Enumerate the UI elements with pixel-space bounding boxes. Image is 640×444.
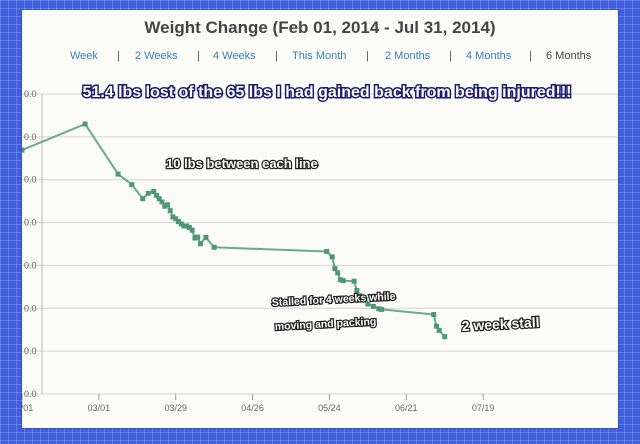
chart-title: Weight Change (Feb 01, 2014 - Jul 31, 20…: [144, 18, 496, 37]
period-tabs: Week | 2 Weeks | 4 Weeks | This Month | …: [22, 50, 618, 70]
data-point: [357, 293, 363, 299]
y-tick-label: 0.0: [24, 260, 37, 270]
tab-separator: |: [366, 50, 369, 62]
data-point: [22, 147, 25, 153]
data-point: [362, 297, 368, 303]
tab-week[interactable]: Week: [70, 50, 98, 62]
data-point: [379, 306, 385, 312]
data-point: [162, 203, 168, 209]
data-point: [115, 171, 121, 177]
data-point: [197, 241, 203, 247]
data-point: [335, 270, 341, 276]
data-point: [178, 221, 184, 227]
data-point: [365, 301, 371, 307]
data-point: [433, 323, 439, 329]
tab-separator: |: [529, 50, 532, 62]
tab-separator: |: [275, 50, 278, 62]
data-point: [140, 196, 146, 202]
data-point: [337, 277, 343, 283]
y-tick-label: 0.0: [24, 389, 37, 399]
x-tick-label: 06/21: [395, 403, 418, 413]
data-point: [189, 227, 195, 233]
tab-separator: |: [197, 50, 200, 62]
y-tick-label: 0.0: [24, 132, 37, 142]
y-tick-label: 0.0: [24, 175, 37, 185]
data-point: [211, 244, 217, 250]
stall-note-line1: Stalled for 4 weeks while: [272, 291, 396, 309]
stall2-note: 2 week stall: [461, 314, 540, 334]
data-point: [164, 202, 170, 208]
data-point: [340, 278, 346, 284]
data-point: [145, 190, 151, 196]
data-point: [370, 303, 376, 309]
data-point: [195, 234, 201, 240]
x-tick-label: 03/29: [164, 403, 187, 413]
data-point: [170, 214, 176, 220]
data-point: [151, 189, 157, 194]
data-point: [351, 278, 357, 284]
data-point: [329, 254, 335, 260]
y-tick-label: 0.0: [24, 218, 37, 228]
data-point: [324, 249, 330, 254]
data-point: [192, 235, 198, 241]
tab-separator: |: [117, 50, 120, 62]
x-tick-label: 04/26: [241, 403, 264, 413]
tab-2-months[interactable]: 2 Months: [385, 50, 431, 62]
data-point: [436, 327, 442, 333]
y-tick-label: 0.0: [24, 303, 37, 313]
grid-spacing-note: 10 lbs between each line: [166, 156, 318, 171]
data-point: [203, 234, 209, 240]
x-tick-label: 05/24: [318, 403, 341, 413]
weight-chart: 0.0 0.0 0.0 0.0 0.0 0.0 0.0 0.0 02/01 03/01 03/29 0…: [22, 83, 618, 413]
stall-note-line2: moving and packing: [275, 316, 377, 333]
x-tick-label: 02/01: [22, 403, 33, 413]
data-point: [184, 223, 190, 229]
data-point: [129, 182, 135, 188]
data-point: [154, 192, 159, 198]
data-point: [354, 288, 360, 293]
data-point: [159, 199, 165, 205]
data-point: [186, 225, 192, 230]
data-point: [82, 121, 88, 127]
tab-6-months[interactable]: 6 Months: [546, 50, 592, 62]
data-point: [376, 306, 382, 312]
data-point: [181, 223, 187, 229]
data-point: [442, 334, 448, 340]
tab-4-months[interactable]: 4 Months: [466, 50, 512, 62]
tab-2-weeks[interactable]: 2 Weeks: [135, 50, 178, 62]
data-point: [156, 196, 162, 202]
y-tick-label: 0.0: [24, 89, 37, 99]
x-tick-label: 07/19: [472, 403, 495, 413]
data-point: [332, 266, 338, 272]
banner-annotation: 51.4 lbs lost of the 65 lbs I had gained…: [83, 84, 572, 101]
tab-this-month[interactable]: This Month: [292, 50, 347, 62]
data-point: [173, 216, 179, 222]
data-point: [175, 219, 181, 224]
data-point: [359, 295, 365, 301]
chart-panel: Weight Change (Feb 01, 2014 - Jul 31, 20…: [22, 10, 618, 428]
data-point: [431, 312, 437, 317]
y-tick-label: 0.0: [24, 346, 37, 356]
data-point: [167, 208, 173, 214]
x-tick-label: 03/01: [88, 403, 111, 413]
tab-4-weeks[interactable]: 4 Weeks: [213, 50, 256, 62]
tab-separator: |: [449, 50, 452, 62]
